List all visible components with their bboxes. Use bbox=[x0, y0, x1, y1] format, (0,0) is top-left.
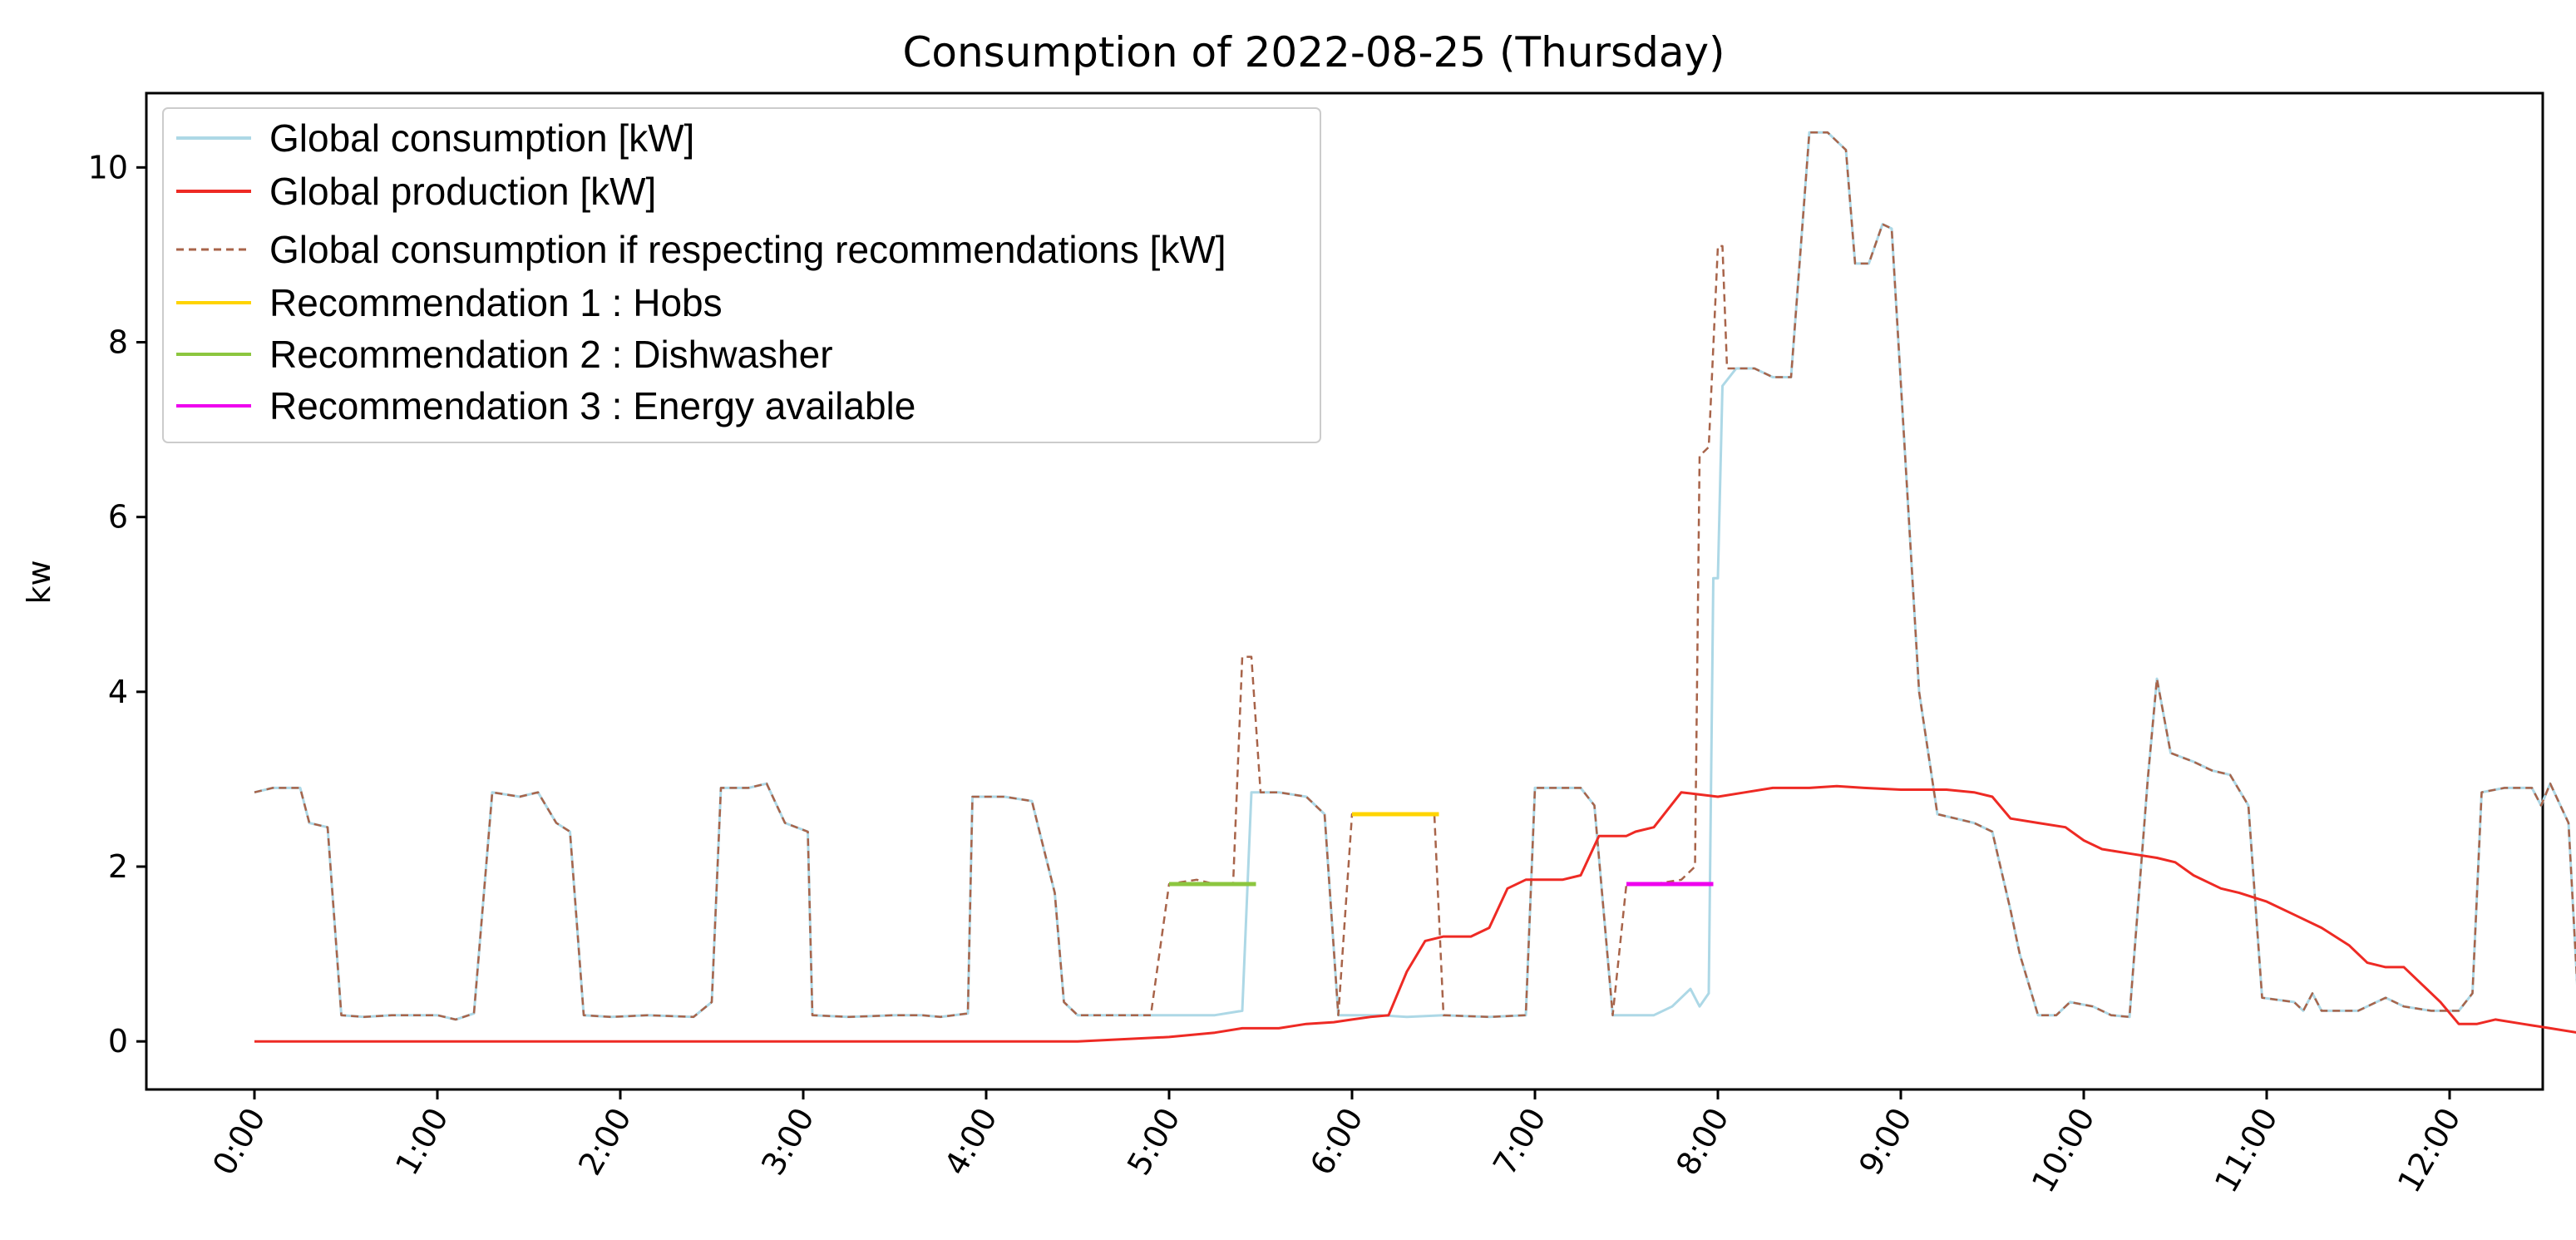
x-tick-label: 7:00 bbox=[1486, 1102, 1553, 1182]
x-tick-label: 0:00 bbox=[205, 1102, 273, 1182]
y-tick-label: 10 bbox=[88, 149, 128, 185]
legend: Global consumption [kW] Global production… bbox=[162, 107, 1321, 443]
legend-label: Recommendation 1 : Hobs bbox=[269, 281, 723, 324]
x-tick-label: 3:00 bbox=[754, 1102, 822, 1182]
legend-label: Recommendation 2 : Dishwasher bbox=[269, 333, 833, 376]
y-axis-label: kw bbox=[21, 560, 57, 604]
legend-label: Global consumption if respecting recomme… bbox=[269, 228, 1226, 271]
legend-label: Global production [kW] bbox=[269, 170, 656, 213]
chart-title: Consumption of 2022-08-25 (Thursday) bbox=[902, 28, 1725, 77]
series-layer bbox=[254, 131, 2576, 1043]
legend-label: Recommendation 3 : Energy available bbox=[269, 384, 915, 427]
x-tick-label: 1:00 bbox=[388, 1102, 456, 1182]
x-tick-label: 9:00 bbox=[1852, 1102, 1919, 1182]
y-tick-label: 0 bbox=[108, 1023, 128, 1060]
series-line bbox=[254, 784, 2576, 1043]
x-tick-label: 8:00 bbox=[1669, 1102, 1736, 1182]
x-tick-label: 12:00 bbox=[2391, 1102, 2468, 1199]
y-tick-label: 6 bbox=[108, 499, 128, 536]
y-tick-label: 8 bbox=[108, 324, 128, 361]
x-tick-label: 4:00 bbox=[937, 1102, 1004, 1182]
x-tick-label: 6:00 bbox=[1303, 1102, 1370, 1182]
x-tick-label: 5:00 bbox=[1120, 1102, 1187, 1182]
legend-label: Global consumption [kW] bbox=[269, 116, 694, 160]
y-tick-label: 2 bbox=[108, 848, 128, 885]
x-tick-label: 2:00 bbox=[571, 1102, 639, 1182]
y-tick-label: 4 bbox=[108, 674, 128, 710]
legend-frame bbox=[162, 107, 1321, 443]
x-tick-label: 11:00 bbox=[2208, 1102, 2285, 1199]
x-tick-label: 10:00 bbox=[2025, 1102, 2102, 1199]
series-line bbox=[254, 131, 2576, 1021]
